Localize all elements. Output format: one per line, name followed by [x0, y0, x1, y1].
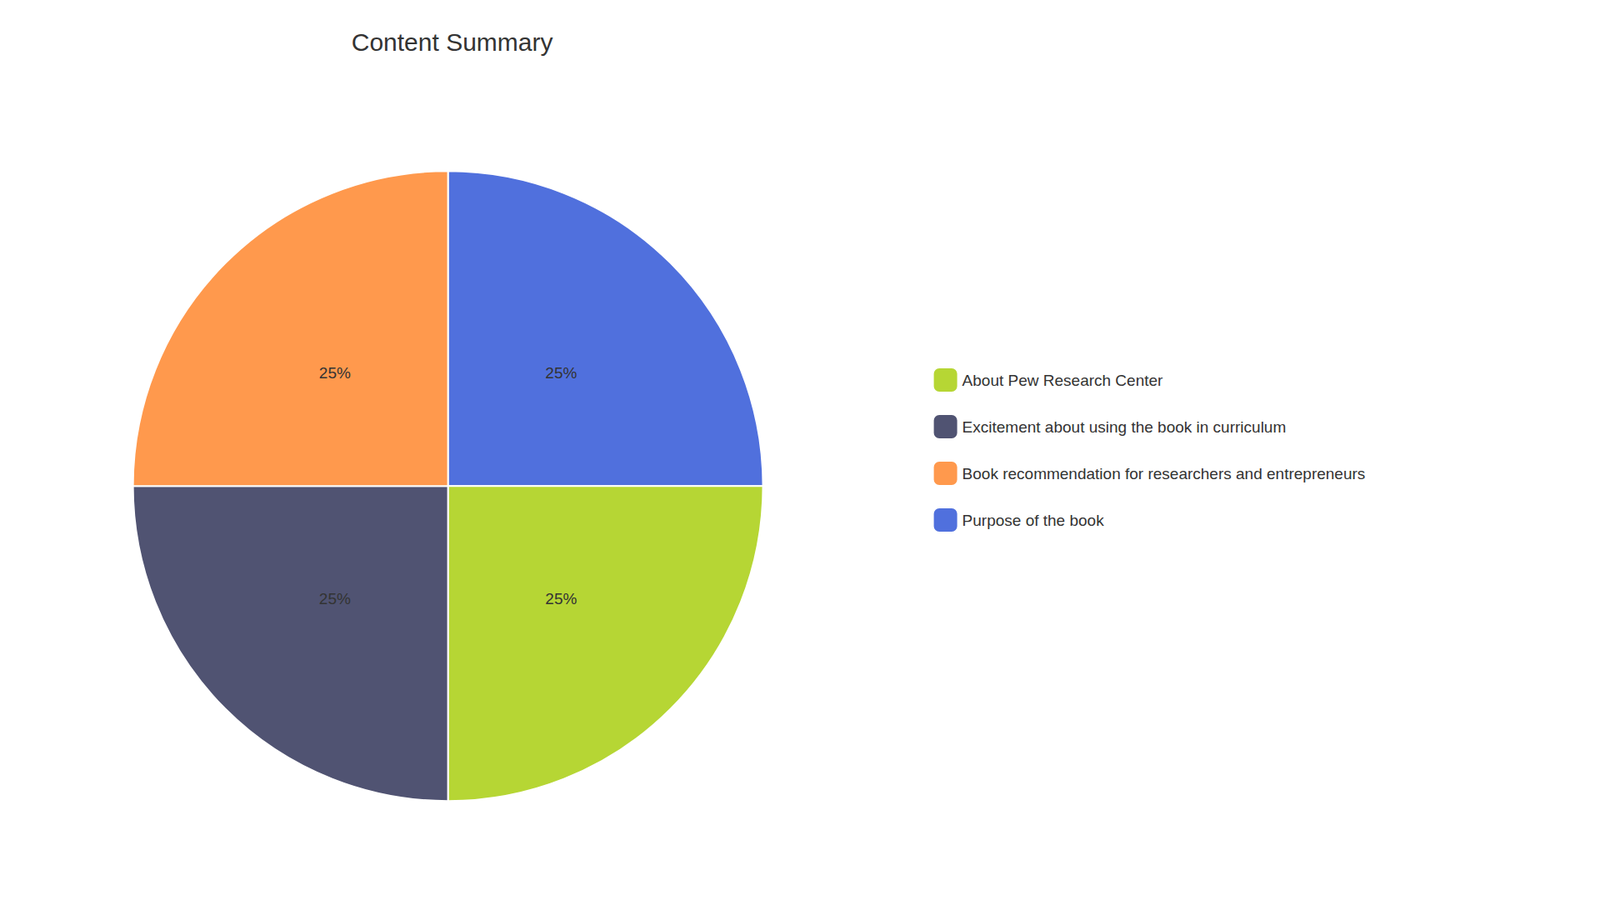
svg-text:Excitement about using the boo: Excitement about using the book in curri…: [962, 418, 1287, 436]
svg-text:25%: 25%: [545, 364, 577, 382]
svg-text:25%: 25%: [545, 590, 577, 608]
svg-text:25%: 25%: [319, 590, 351, 608]
svg-text:Purpose of the book: Purpose of the book: [962, 511, 1105, 530]
svg-text:Content Summary: Content Summary: [351, 28, 554, 56]
svg-text:About Pew Research Center: About Pew Research Center: [962, 371, 1164, 390]
svg-text:25%: 25%: [319, 364, 351, 382]
svg-text:Book recommendation for resear: Book recommendation for researchers and …: [962, 465, 1366, 483]
